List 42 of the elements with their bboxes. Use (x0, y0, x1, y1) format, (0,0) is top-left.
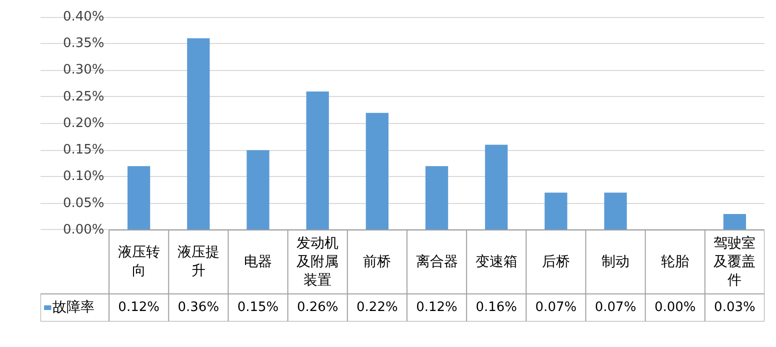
data-label: 0.00% (654, 300, 696, 316)
x-tick-label: 轮胎 (661, 254, 690, 270)
y-tick-label: 0.10% (62, 169, 104, 184)
x-tick-label: 电器 (244, 254, 272, 270)
bar (485, 144, 508, 230)
x-tick-label: 变速箱 (475, 254, 518, 270)
data-label: 0.07% (594, 300, 636, 316)
y-tick-label: 0.30% (62, 62, 104, 78)
x-tick-label: 驾驶室及覆盖件 (714, 235, 756, 288)
data-label: 0.07% (535, 300, 577, 316)
y-tick-label: 0.25% (62, 89, 104, 104)
x-tick-label: 离合器 (416, 254, 458, 270)
x-tick-label: 前桥 (363, 254, 392, 270)
data-label: 0.15% (237, 300, 279, 316)
data-label: 0.26% (296, 300, 338, 316)
y-tick-label: 0.20% (62, 116, 104, 131)
bar (187, 38, 210, 230)
x-tick-label: 后桥 (542, 254, 570, 270)
bar (425, 166, 448, 230)
bar (544, 192, 568, 230)
data-label: 0.12% (118, 300, 160, 316)
data-label: 0.03% (714, 300, 756, 316)
data-label: 0.12% (416, 300, 458, 316)
data-label: 0.16% (476, 300, 518, 316)
bar (128, 166, 150, 230)
y-tick-label: 0.15% (62, 142, 104, 158)
y-tick-label: 0.05% (62, 196, 104, 211)
legend-label: 故障率 (52, 300, 94, 316)
bar (246, 150, 270, 230)
y-tick-label: 0.35% (62, 36, 104, 52)
bar (366, 112, 388, 230)
data-label: 0.36% (178, 300, 220, 316)
x-tick-label: 液压提升 (177, 244, 220, 280)
data-label: 0.22% (356, 300, 398, 316)
y-tick-label: 0.00% (62, 222, 104, 238)
bar (723, 214, 746, 230)
y-tick-label: 0.40% (62, 10, 104, 25)
x-tick-label: 液压转向 (118, 244, 160, 280)
bar (306, 92, 329, 230)
x-tick-label: 制动 (602, 254, 630, 270)
x-tick-label: 发动机及附属装置 (296, 235, 339, 288)
bar (604, 192, 627, 230)
